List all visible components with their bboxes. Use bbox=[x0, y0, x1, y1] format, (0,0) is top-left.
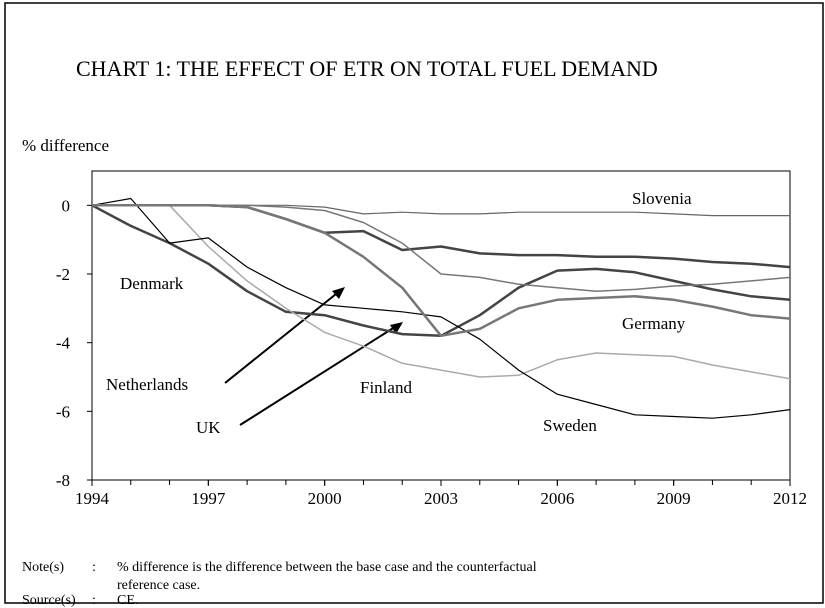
note-label: Note(s) bbox=[22, 560, 64, 575]
y-tick-label: -2 bbox=[56, 265, 70, 284]
source-label: Source(s) bbox=[22, 593, 76, 608]
x-tick-label: 2012 bbox=[773, 489, 807, 508]
y-tick-label: -4 bbox=[56, 334, 71, 353]
series-label: Finland bbox=[360, 378, 412, 397]
y-tick-label: -8 bbox=[56, 471, 70, 490]
x-tick-label: 2006 bbox=[540, 489, 574, 508]
series-label: Germany bbox=[622, 314, 686, 333]
chart-title: CHART 1: THE EFFECT OF ETR ON TOTAL FUEL… bbox=[76, 56, 658, 81]
annotation-arrow bbox=[224, 289, 342, 384]
source-text: CE. bbox=[117, 593, 139, 608]
x-tick-label: 2003 bbox=[424, 489, 458, 508]
y-tick-label: 0 bbox=[62, 196, 71, 215]
series-label: UK bbox=[196, 418, 221, 437]
series-line bbox=[91, 204, 791, 338]
y-tick-label: -6 bbox=[56, 402, 70, 421]
note-sep: : bbox=[92, 560, 96, 575]
series-line bbox=[92, 204, 791, 292]
arrow-head bbox=[390, 322, 403, 334]
y-axis-label: % difference bbox=[22, 136, 109, 155]
series-line bbox=[91, 197, 791, 419]
x-tick-label: 2009 bbox=[657, 489, 691, 508]
series-line bbox=[92, 204, 791, 380]
frame bbox=[4, 2, 824, 604]
x-tick-label: 1994 bbox=[75, 489, 110, 508]
annotation-arrow bbox=[239, 324, 399, 426]
series-label: Netherlands bbox=[106, 375, 188, 394]
series-line bbox=[92, 204, 791, 338]
series-label: Slovenia bbox=[632, 189, 692, 208]
x-tick-label: 1997 bbox=[191, 489, 226, 508]
series-label: Denmark bbox=[120, 274, 184, 293]
note-text: % difference is the difference between t… bbox=[117, 560, 537, 593]
series-label: Sweden bbox=[543, 416, 597, 435]
x-tick-label: 2000 bbox=[308, 489, 342, 508]
arrow-head bbox=[332, 287, 345, 299]
source-sep: : bbox=[92, 593, 96, 608]
